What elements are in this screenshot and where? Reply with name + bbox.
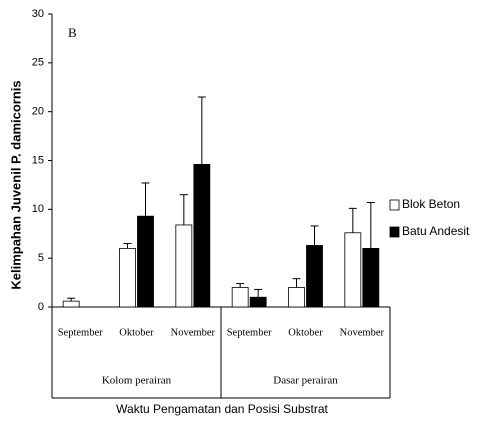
- panel-label: B: [68, 25, 77, 40]
- x-tick-label: September: [58, 327, 103, 338]
- y-tick-label: 15: [32, 154, 44, 166]
- legend-swatch: [389, 199, 400, 211]
- bar: [231, 287, 249, 308]
- bar: [62, 300, 80, 308]
- legend-swatch: [389, 226, 400, 238]
- group-label: Kolom perairan: [102, 375, 172, 387]
- bar: [119, 247, 136, 308]
- legend-label: Batu Andesit: [402, 224, 470, 238]
- y-tick-label: 5: [38, 252, 44, 264]
- x-tick-label: Oktober: [288, 327, 323, 338]
- bar: [344, 232, 362, 308]
- x-tick-label: Oktober: [119, 327, 154, 338]
- bar: [137, 215, 154, 308]
- y-tick-label: 20: [32, 106, 44, 118]
- bar: [249, 296, 267, 308]
- y-tick-label: 10: [32, 203, 44, 215]
- x-axis-label: Waktu Pengamatan dan Posisi Substrat: [116, 402, 328, 416]
- x-tick-label: November: [340, 327, 385, 338]
- y-tick-label: 25: [32, 57, 44, 69]
- group-label: Dasar perairan: [273, 375, 338, 387]
- bar: [175, 224, 193, 308]
- legend-label: Blok Beton: [402, 197, 460, 211]
- bar: [193, 164, 211, 308]
- x-tick-label: November: [171, 327, 216, 338]
- y-axis-label: Kelimpahan Juvenil P. damicornis: [8, 80, 23, 289]
- x-tick-label: September: [227, 327, 272, 338]
- bar: [362, 247, 380, 308]
- y-tick-label: 30: [32, 8, 44, 20]
- bar: [306, 245, 323, 308]
- bar: [288, 287, 305, 308]
- y-tick-label: 0: [38, 301, 44, 313]
